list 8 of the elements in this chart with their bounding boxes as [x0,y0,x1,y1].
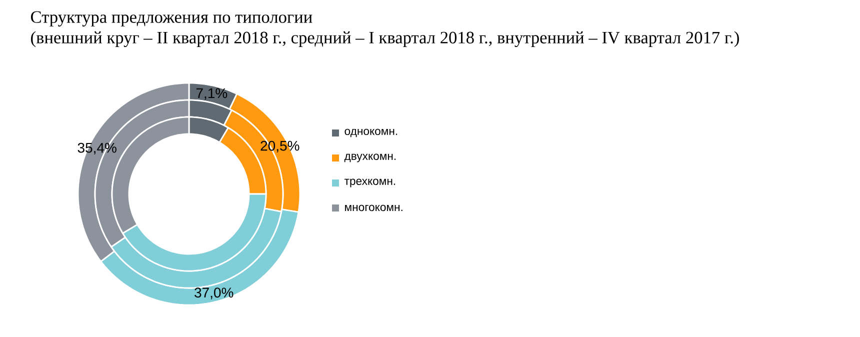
legend-label: двухкомн. [344,154,396,162]
data-label: 37,0% [194,288,234,300]
chart-subtitle: (внешний круг – II квартал 2018 г., средний – I квартал 2018 г., внутренний – IV квартал 2017 г.) [31,31,739,48]
chart-title: Структура предложения по типологии [30,11,312,26]
legend-label: многокомн. [345,204,402,212]
data-label: 7,1% [196,88,228,100]
legend-label: однокомн. [344,128,398,138]
legend-label: трехкомн. [344,178,396,188]
